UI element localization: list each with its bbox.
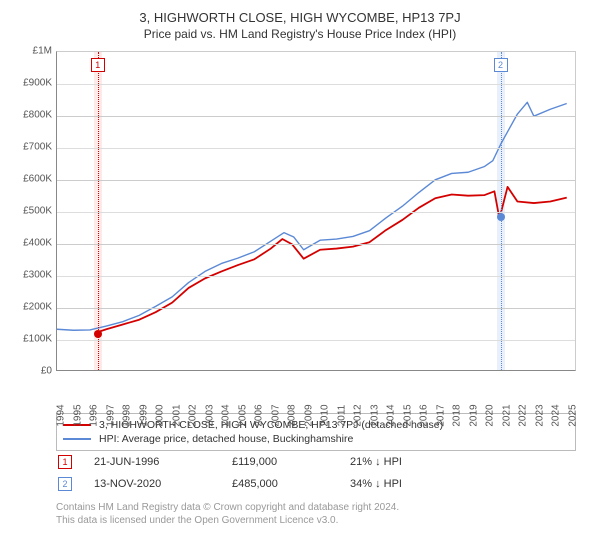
- x-axis-label: 2022: [518, 404, 529, 426]
- y-axis-label: £800K: [8, 110, 52, 121]
- x-axis-label: 2012: [353, 404, 364, 426]
- footer-line: Contains HM Land Registry data © Crown c…: [56, 501, 576, 514]
- x-axis-label: 2007: [270, 404, 281, 426]
- chart-series-line: [98, 187, 567, 332]
- sale-price: £119,000: [232, 456, 342, 468]
- x-axis-label: 2002: [188, 404, 199, 426]
- sale-date: 13-NOV-2020: [94, 478, 224, 490]
- y-axis-label: £100K: [8, 334, 52, 345]
- chart: 12 £0£100K£200K£300K£400K£500K£600K£700K…: [8, 47, 588, 407]
- sale-row: 1 21-JUN-1996 £119,000 21% ↓ HPI: [56, 451, 576, 473]
- y-axis-label: £400K: [8, 238, 52, 249]
- sale-index-box: 2: [58, 477, 72, 491]
- x-axis-label: 2003: [204, 404, 215, 426]
- sale-price: £485,000: [232, 478, 342, 490]
- x-axis-label: 2001: [171, 404, 182, 426]
- x-axis-label: 2008: [287, 404, 298, 426]
- x-axis-label: 1997: [105, 404, 116, 426]
- x-axis-label: 2024: [551, 404, 562, 426]
- page-subtitle: Price paid vs. HM Land Registry's House …: [8, 27, 592, 41]
- x-axis-label: 2004: [221, 404, 232, 426]
- x-axis-label: 2016: [419, 404, 430, 426]
- y-axis-label: £700K: [8, 142, 52, 153]
- y-axis-label: £600K: [8, 174, 52, 185]
- x-axis-label: 2019: [468, 404, 479, 426]
- x-axis-label: 2023: [534, 404, 545, 426]
- x-axis-label: 2011: [336, 405, 347, 427]
- page-title: 3, HIGHWORTH CLOSE, HIGH WYCOMBE, HP13 7…: [8, 10, 592, 25]
- sale-index-box: 1: [58, 455, 72, 469]
- y-axis-label: £300K: [8, 270, 52, 281]
- plot-area: 12: [56, 51, 576, 371]
- x-axis-label: 2013: [369, 404, 380, 426]
- sale-delta: 21% ↓ HPI: [350, 456, 574, 468]
- sale-delta: 34% ↓ HPI: [350, 478, 574, 490]
- chart-lines-svg: [57, 52, 575, 370]
- x-axis-label: 2020: [485, 404, 496, 426]
- x-axis-label: 2015: [402, 404, 413, 426]
- sale-date: 21-JUN-1996: [94, 456, 224, 468]
- x-axis-label: 1994: [56, 404, 67, 426]
- x-axis-label: 1999: [138, 404, 149, 426]
- chart-series-line: [57, 102, 567, 330]
- x-axis-label: 2010: [320, 404, 331, 426]
- y-axis-label: £1M: [8, 46, 52, 57]
- x-axis-label: 1996: [89, 404, 100, 426]
- legend-item: HPI: Average price, detached house, Buck…: [63, 432, 569, 446]
- y-axis-label: £500K: [8, 206, 52, 217]
- y-axis-label: £0: [8, 366, 52, 377]
- footer-line: This data is licensed under the Open Gov…: [56, 514, 576, 527]
- sale-marker: 2: [494, 58, 508, 72]
- x-axis-label: 1998: [122, 404, 133, 426]
- x-axis-label: 2005: [237, 404, 248, 426]
- sale-dot: [497, 213, 505, 221]
- legend-label: HPI: Average price, detached house, Buck…: [99, 433, 353, 445]
- x-axis-label: 2006: [254, 404, 265, 426]
- legend-swatch: [63, 438, 91, 440]
- x-axis-label: 1995: [72, 404, 83, 426]
- x-axis-label: 2025: [567, 404, 578, 426]
- sale-row: 2 13-NOV-2020 £485,000 34% ↓ HPI: [56, 473, 576, 495]
- sales-list: 1 21-JUN-1996 £119,000 21% ↓ HPI 2 13-NOV-202…: [8, 451, 592, 495]
- x-axis-label: 2021: [501, 404, 512, 426]
- x-axis-label: 2000: [155, 404, 166, 426]
- y-axis-label: £200K: [8, 302, 52, 313]
- x-axis-label: 2018: [452, 404, 463, 426]
- x-axis-label: 2017: [435, 404, 446, 426]
- sale-marker: 1: [91, 58, 105, 72]
- x-axis-label: 2009: [303, 404, 314, 426]
- sale-dot: [94, 330, 102, 338]
- legend: 3, HIGHWORTH CLOSE, HIGH WYCOMBE, HP13 7…: [56, 413, 576, 451]
- x-axis-label: 2014: [386, 404, 397, 426]
- y-axis-label: £900K: [8, 78, 52, 89]
- footer: Contains HM Land Registry data © Crown c…: [56, 501, 576, 527]
